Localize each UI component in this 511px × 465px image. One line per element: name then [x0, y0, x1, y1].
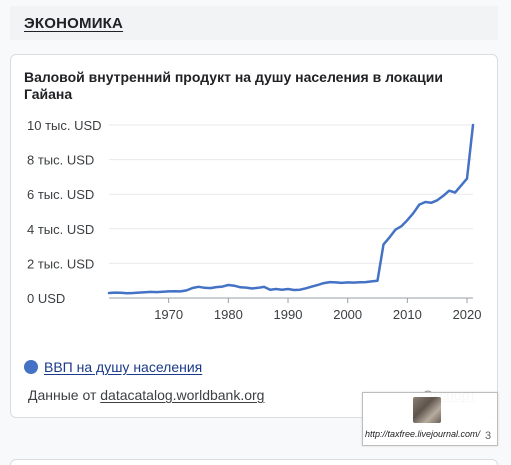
x-tick-label: 2020	[453, 307, 482, 322]
chart-title: Валовой внутренний продукт на душу насел…	[24, 69, 443, 102]
data-point	[245, 286, 248, 289]
data-point	[191, 287, 194, 289]
data-point	[430, 202, 433, 204]
data-point	[257, 286, 259, 289]
data-point	[138, 291, 140, 294]
source-prefix: Данные от	[28, 387, 101, 403]
data-point	[382, 243, 385, 246]
data-point	[394, 228, 397, 231]
watermark-extra: 3	[485, 430, 492, 442]
data-point	[418, 203, 421, 206]
data-point	[442, 195, 444, 197]
data-point	[161, 290, 164, 293]
data-point	[179, 290, 182, 293]
data-point	[149, 291, 152, 293]
legend: ВВП на душу населения	[24, 359, 202, 375]
data-point	[114, 291, 116, 294]
legend-series-link[interactable]: ВВП на душу населения	[44, 359, 203, 375]
section-title-link[interactable]: ЭКОНОМИКА	[24, 15, 124, 32]
data-point	[466, 177, 468, 180]
data-point	[144, 291, 146, 294]
y-tick-label: 2 тыс. USD	[27, 256, 94, 271]
data-point	[108, 292, 110, 294]
y-tick-label: 0 USD	[27, 291, 65, 306]
data-point	[370, 280, 373, 283]
data-point	[400, 225, 403, 228]
data-point	[305, 287, 307, 290]
data-point	[132, 292, 134, 294]
data-point	[424, 201, 427, 203]
data-point	[120, 292, 122, 294]
legend-dot	[24, 360, 38, 374]
y-tick-label: 6 тыс. USD	[27, 187, 94, 202]
watermark-text: http://taxfree.livejournal.com/	[365, 429, 481, 439]
data-point	[358, 281, 361, 284]
data-point	[334, 281, 337, 284]
data-point	[155, 291, 158, 293]
section-header: ЭКОНОМИКА	[10, 6, 498, 40]
data-point	[215, 286, 218, 288]
data-point	[197, 285, 200, 288]
series-line	[107, 123, 475, 295]
chart-area: 0 USD 2 тыс. USD 4 тыс. USD 6 тыс. USD 8 тыс…	[27, 118, 482, 322]
x-tick-label: 2010	[393, 307, 422, 322]
y-tick-label: 8 тыс. USD	[27, 153, 94, 168]
data-point	[412, 212, 415, 215]
data-point	[299, 288, 301, 291]
x-tick-label: 2000	[333, 307, 362, 322]
data-point	[126, 292, 128, 294]
data-point	[269, 288, 271, 291]
data-point	[460, 184, 462, 187]
data-point	[472, 124, 474, 126]
data-point	[364, 281, 367, 283]
data-point	[233, 284, 236, 287]
x-tick-label: 1990	[274, 307, 303, 322]
data-point	[227, 284, 230, 286]
source-line: Данные от datacatalog.worldbank.org	[28, 387, 264, 403]
data-point	[263, 286, 265, 288]
data-point	[221, 285, 224, 288]
data-point	[376, 279, 379, 282]
data-point	[436, 199, 438, 202]
watermark-photo	[413, 397, 441, 423]
data-point	[203, 286, 206, 289]
y-tick-label: 4 тыс. USD	[27, 222, 94, 237]
data-point	[287, 288, 289, 290]
data-point	[173, 290, 176, 293]
data-point	[346, 281, 349, 284]
x-tick-label: 1980	[214, 307, 243, 322]
watermark: http://taxfree.livejournal.com/	[362, 392, 498, 446]
data-point	[311, 285, 313, 288]
next-card	[10, 459, 498, 465]
data-point	[275, 288, 277, 290]
data-point	[406, 219, 409, 221]
data-point	[340, 282, 343, 284]
data-point	[448, 189, 450, 192]
y-tick-label: 10 тыс. USD	[27, 118, 102, 133]
data-point	[293, 289, 295, 291]
data-point	[388, 236, 391, 239]
data-point	[167, 290, 170, 293]
x-tick-label: 1970	[154, 307, 183, 322]
data-point	[281, 288, 283, 291]
data-point	[251, 287, 254, 290]
data-point	[323, 282, 325, 284]
source-link[interactable]: datacatalog.worldbank.org	[100, 387, 265, 403]
chart-card: Валовой внутренний продукт на душу насел…	[10, 54, 498, 418]
data-point	[185, 289, 188, 292]
data-point	[454, 191, 456, 194]
data-point	[209, 287, 212, 289]
data-point	[328, 281, 331, 283]
data-point	[239, 286, 242, 289]
data-point	[317, 284, 319, 286]
data-point	[352, 281, 355, 284]
